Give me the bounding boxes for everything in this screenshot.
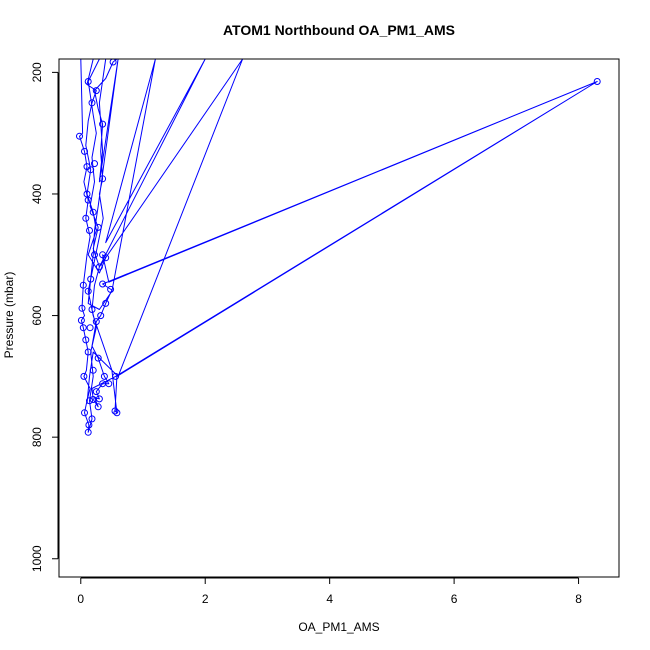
data-point: [89, 208, 97, 216]
data-point: [91, 160, 98, 168]
data-point: [94, 403, 102, 411]
y-tick-label: 1000: [30, 545, 44, 572]
x-tick-label: 4: [326, 592, 333, 606]
x-tick-label: 0: [77, 592, 84, 606]
plot-frame: [58, 58, 620, 578]
data-point: [91, 251, 98, 259]
y-tick-label: 800: [30, 427, 44, 447]
data-point: [81, 147, 88, 155]
data-point: [78, 304, 86, 312]
data-point: [76, 132, 83, 140]
series-line-1: [79, 58, 598, 433]
data-point: [86, 397, 93, 405]
x-tick-label: 8: [575, 592, 582, 606]
x-tick-label: 6: [451, 592, 458, 606]
data-point: [84, 348, 92, 356]
data-point: [107, 285, 115, 293]
data-point: [102, 299, 110, 307]
data-point: [79, 324, 87, 332]
data-point: [85, 421, 93, 429]
data-point: [82, 214, 90, 222]
data-point: [77, 316, 85, 324]
data-point: [84, 78, 92, 85]
data-point: [593, 78, 601, 85]
data-point: [92, 87, 100, 95]
marker-layer: [76, 58, 601, 436]
data-point: [100, 372, 108, 380]
data-point: [97, 312, 105, 320]
data-point: [99, 280, 107, 288]
data-point: [88, 415, 96, 423]
y-tick-label: 200: [30, 62, 44, 82]
data-point: [99, 251, 107, 259]
data-point: [87, 166, 95, 174]
axis-layer: 0 2 4 6 8 200 400 600 800 1000: [30, 62, 582, 606]
y-tick-label: 400: [30, 184, 44, 204]
data-point: [88, 99, 96, 107]
data-point: [89, 396, 97, 403]
data-point: [89, 366, 97, 374]
data-point: [99, 175, 107, 183]
data-point: [111, 407, 119, 415]
y-tick-label: 600: [30, 305, 44, 325]
x-axis-label: OA_PM1_AMS: [298, 620, 379, 634]
data-point: [88, 306, 96, 313]
data-point: [83, 190, 91, 198]
data-point: [94, 354, 102, 362]
data-point: [81, 409, 88, 417]
data-point: [92, 318, 100, 326]
data-point: [86, 324, 94, 332]
x-tick-label: 2: [202, 592, 209, 606]
data-point: [94, 223, 102, 231]
data-point: [99, 120, 107, 128]
data-point: [82, 336, 90, 344]
data-point: [113, 409, 121, 417]
data-point: [92, 388, 100, 396]
data-point: [80, 372, 88, 380]
data-point: [86, 227, 93, 234]
data-point: [84, 287, 92, 295]
data-point: [87, 275, 95, 283]
data-point: [99, 380, 107, 388]
chart-title: ATOM1 Northbound OA_PM1_AMS: [223, 22, 455, 38]
data-point: [112, 372, 120, 380]
series-layer: [79, 58, 598, 433]
data-point: [84, 428, 92, 436]
data-point: [95, 263, 103, 271]
data-point: [79, 281, 87, 289]
y-axis-label: Pressure (mbar): [2, 272, 16, 359]
